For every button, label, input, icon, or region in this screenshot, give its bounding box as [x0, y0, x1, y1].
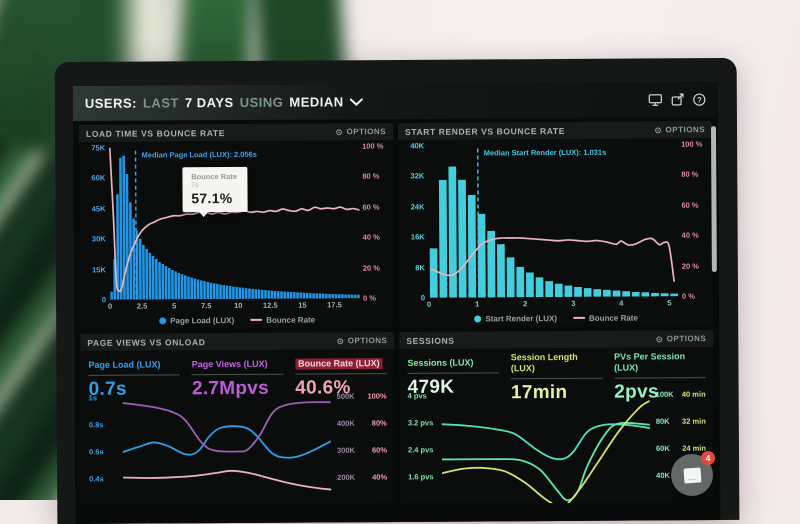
panel-title: PAGE VIEWS VS ONLOAD: [87, 336, 206, 348]
gear-icon: [655, 126, 662, 133]
chart-region: 0 15K 30K 45K 60K 75K Median Page Load (LUX):…: [79, 140, 394, 305]
median-line-label: Median Page Load (LUX): 2.056s: [141, 149, 257, 160]
metric-divider: [614, 377, 706, 379]
panel-head: SESSIONS OPTIONS: [399, 330, 714, 349]
metric-divider: [407, 372, 499, 374]
dashboard-grid: LOAD TIME VS BOUNCE RATE OPTIONS 0 15K 30K…: [73, 117, 720, 508]
topbar-icons: ?: [648, 93, 706, 106]
options-button[interactable]: OPTIONS: [656, 334, 707, 344]
metric-label: Bounce Rate (LUX): [295, 358, 383, 370]
options-button[interactable]: OPTIONS: [337, 336, 388, 346]
y-axis-left: 4 pvs 3.2 pvs 2.4 pvs 1.6 pvs: [407, 391, 434, 482]
laptop: USERS: LAST 7 DAYS USING MEDIAN ? LOAD T…: [54, 57, 740, 524]
chat-icon: [682, 466, 702, 484]
gear-icon: [336, 128, 343, 135]
median-line-label: Median Start Render (LUX): 1.031s: [483, 147, 607, 158]
tooltip-x-value: 7s: [191, 181, 199, 190]
users-range-dropdown[interactable]: USERS: LAST 7 DAYS USING MEDIAN: [85, 94, 363, 111]
options-label: OPTIONS: [666, 334, 707, 344]
y-axis-left: 1s 0.8s 0.6s 0.4s: [88, 393, 104, 484]
chart-region: 4 pvs 3.2 pvs 2.4 pvs 1.6 pvs 100K 40 min 80K…: [400, 390, 715, 504]
metric-divider: [88, 374, 180, 376]
x-axis: 0 2.5 5 7.5 10 12.5 15 17.5: [107, 300, 342, 311]
metric-label: Session Length (LUX): [510, 351, 578, 374]
y-axis-left: 0 8K 16K 24K 32K 40K: [410, 141, 426, 303]
y-axis-left: 0 15K 30K 45K 60K 75K: [91, 143, 107, 305]
panel-start-render: START RENDER VS BOUNCE RATE OPTIONS 0 8K 1…: [397, 121, 714, 327]
metric-label: PVs Per Session (LUX): [614, 351, 686, 373]
plot-page-views[interactable]: [123, 394, 332, 505]
range-value: 7 DAYS: [184, 94, 234, 111]
options-label: OPTIONS: [347, 336, 388, 346]
using-label: USING: [239, 94, 284, 110]
metric-value: MEDIAN: [289, 94, 344, 110]
panel-page-views: PAGE VIEWS VS ONLOAD OPTIONS Page Load (…: [80, 332, 396, 506]
plot-sessions[interactable]: [442, 392, 651, 503]
panel-head: START RENDER VS BOUNCE RATE OPTIONS: [397, 121, 713, 140]
metric-sessions: Sessions (LUX) 479K: [407, 352, 499, 398]
metric-session-length: Session Length (LUX) 17min: [510, 351, 603, 403]
legend: Start Render (LUX) Bounce Rate: [399, 309, 713, 327]
metric-row: Sessions (LUX) 479K Session Length (LUX)…: [399, 347, 713, 403]
help-icon[interactable]: ?: [693, 93, 706, 106]
legend: Page Load (LUX) Bounce Rate: [80, 311, 394, 329]
panel-title: SESSIONS: [406, 335, 455, 346]
chart-region: 0 8K 16K 24K 32K 40K Median Start Render (LUX…: [398, 138, 713, 303]
metric-bounce-rate: Bounce Rate (LUX) 40.6%: [295, 353, 387, 399]
plot-start-render[interactable]: Median Start Render (LUX): 1.031s: [428, 144, 679, 298]
panel-title: LOAD TIME VS BOUNCE RATE: [86, 127, 225, 139]
panel-sessions: SESSIONS OPTIONS Sessions (LUX) 479K Ses…: [399, 330, 715, 504]
options-label: OPTIONS: [346, 127, 387, 137]
metric-divider: [510, 377, 603, 380]
chat-badge: 4: [701, 451, 715, 465]
options-button[interactable]: OPTIONS: [335, 127, 386, 136]
options-label: OPTIONS: [665, 125, 706, 135]
y-axis-right: 500K 100% 400K 80% 300K 60% 200K 40%: [336, 391, 388, 482]
scrollbar[interactable]: [710, 126, 717, 273]
tooltip-title: Bounce Rate: [191, 171, 238, 182]
metric-label: Page Views (LUX): [191, 358, 268, 370]
panel-head: LOAD TIME VS BOUNCE RATE OPTIONS: [78, 123, 394, 142]
panel-load-time: LOAD TIME VS BOUNCE RATE OPTIONS 0 15K 30K…: [78, 123, 395, 329]
panel-title: START RENDER VS BOUNCE RATE: [404, 125, 565, 137]
metric-page-load: Page Load (LUX) 0.7s: [88, 354, 180, 400]
options-button[interactable]: OPTIONS: [654, 125, 705, 134]
bounce-tooltip: Bounce Rate 7s 57.1%: [182, 166, 248, 217]
share-icon[interactable]: [671, 93, 685, 106]
screen: USERS: LAST 7 DAYS USING MEDIAN ? LOAD T…: [72, 82, 721, 524]
plot-load-time[interactable]: Median Page Load (LUX): 2.056s Bounce Ra…: [109, 146, 360, 300]
chevron-down-icon: [349, 94, 363, 109]
range-label: LAST: [142, 95, 179, 111]
svg-text:?: ?: [697, 95, 702, 104]
chart-region: 1s 0.8s 0.6s 0.4s 500K 100% 400K 80% 300K 60% 200…: [81, 392, 396, 506]
gear-icon: [337, 337, 344, 344]
y-axis-right: 0 % 20 % 40 % 60 % 80 % 100 %: [681, 139, 703, 301]
metric-divider: [295, 373, 387, 375]
metric-label: Sessions (LUX): [407, 357, 474, 368]
chat-button[interactable]: 4: [671, 451, 715, 496]
panel-head: PAGE VIEWS VS ONLOAD OPTIONS: [80, 332, 395, 351]
y-axis-right: 0 % 20 % 40 % 60 % 80 % 100 %: [362, 141, 384, 303]
metric-row: Page Load (LUX) 0.7s Page Views (LUX) 2.…: [80, 349, 394, 400]
metric-label: Page Load (LUX): [88, 359, 161, 370]
gear-icon: [656, 335, 663, 342]
topbar: USERS: LAST 7 DAYS USING MEDIAN ?: [72, 82, 718, 121]
metric-page-views: Page Views (LUX) 2.7Mpvs: [191, 354, 284, 399]
metric-divider: [191, 373, 284, 376]
metric-pvs-per-session: PVs Per Session (LUX) 2pvs: [614, 351, 706, 403]
tooltip-pointer: [198, 210, 209, 217]
display-icon[interactable]: [648, 93, 663, 106]
tooltip-value: 57.1%: [191, 189, 233, 207]
users-label: USERS:: [84, 95, 138, 111]
